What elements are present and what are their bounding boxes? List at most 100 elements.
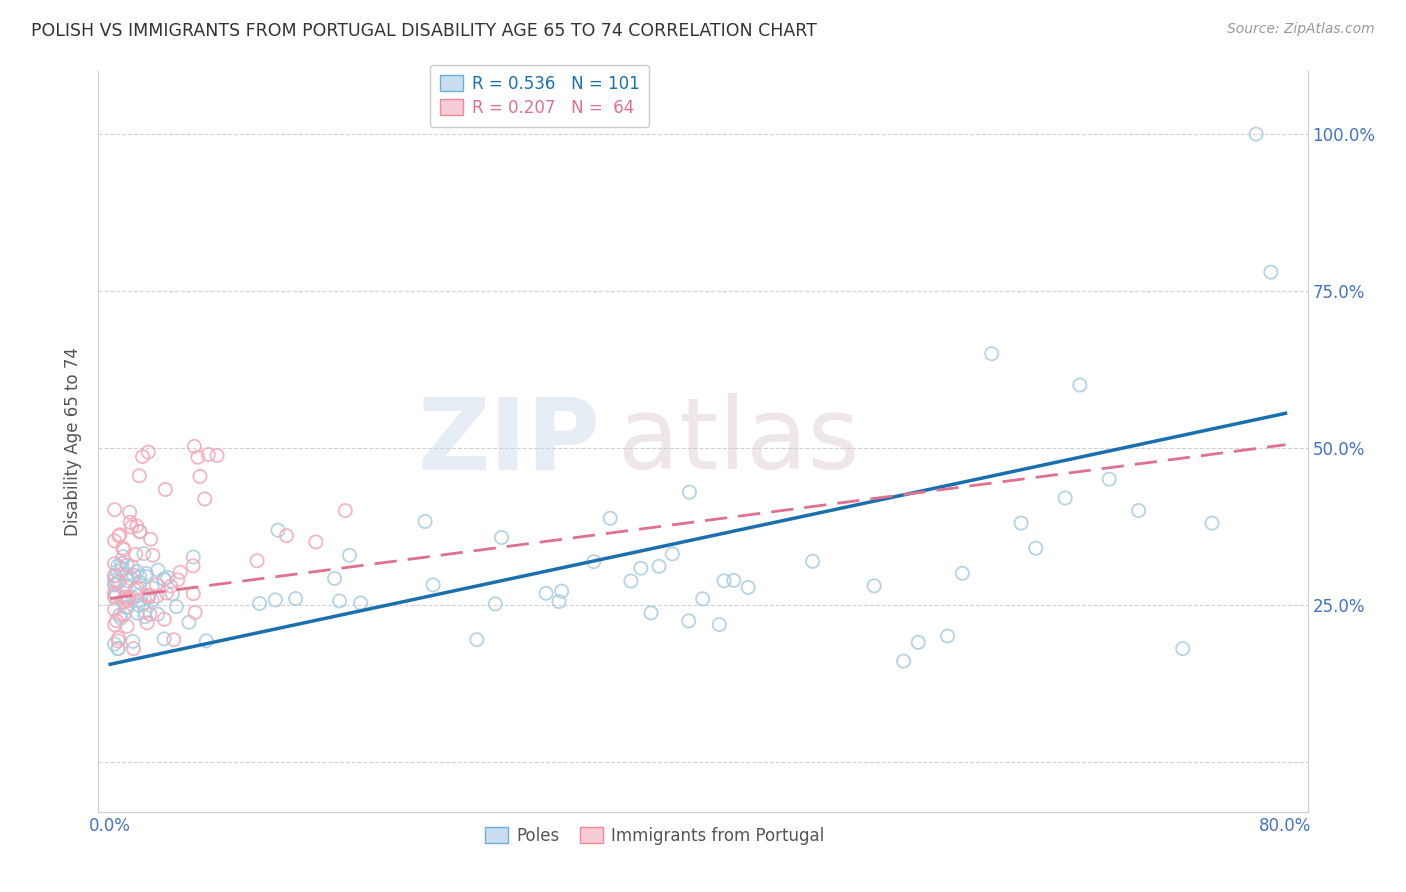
Point xyxy=(187,450,209,465)
Point xyxy=(125,519,148,533)
Point xyxy=(305,535,328,549)
Point xyxy=(103,637,125,651)
Point xyxy=(146,589,169,603)
Point xyxy=(108,608,131,623)
Point xyxy=(184,606,207,620)
Point xyxy=(103,533,125,548)
Point xyxy=(980,347,1002,361)
Point xyxy=(550,584,572,599)
Point xyxy=(165,599,187,614)
Point xyxy=(713,574,735,588)
Point xyxy=(104,578,127,592)
Text: Source: ZipAtlas.com: Source: ZipAtlas.com xyxy=(1227,22,1375,37)
Point xyxy=(103,557,125,571)
Point xyxy=(120,572,142,586)
Point xyxy=(413,515,436,529)
Point xyxy=(491,531,513,545)
Point xyxy=(548,594,571,608)
Point xyxy=(276,529,298,543)
Point xyxy=(648,559,671,574)
Point xyxy=(112,549,135,564)
Point xyxy=(128,524,150,539)
Point xyxy=(163,632,186,647)
Point xyxy=(122,641,145,656)
Point xyxy=(108,574,131,589)
Point xyxy=(267,523,290,537)
Point xyxy=(169,566,191,580)
Point xyxy=(110,611,132,625)
Point xyxy=(125,565,148,579)
Point xyxy=(950,566,973,581)
Point xyxy=(122,568,145,582)
Point xyxy=(111,541,134,555)
Point xyxy=(135,569,157,583)
Point xyxy=(136,615,159,630)
Point xyxy=(155,483,177,497)
Point xyxy=(907,635,929,649)
Point xyxy=(156,570,179,584)
Point xyxy=(132,547,155,561)
Point xyxy=(103,602,125,616)
Point xyxy=(1201,516,1223,530)
Point xyxy=(678,614,700,628)
Point xyxy=(105,587,128,601)
Text: POLISH VS IMMIGRANTS FROM PORTUGAL DISABILITY AGE 65 TO 74 CORRELATION CHART: POLISH VS IMMIGRANTS FROM PORTUGAL DISAB… xyxy=(31,22,817,40)
Point xyxy=(118,591,141,605)
Point xyxy=(159,579,181,593)
Point xyxy=(284,591,307,606)
Point xyxy=(112,542,135,557)
Point xyxy=(153,612,176,626)
Legend: Poles, Immigrants from Portugal: Poles, Immigrants from Portugal xyxy=(478,820,831,852)
Point xyxy=(465,632,488,647)
Point xyxy=(107,641,129,656)
Point xyxy=(125,581,148,595)
Point xyxy=(117,592,139,607)
Point xyxy=(246,554,269,568)
Point xyxy=(678,485,700,500)
Point xyxy=(709,617,731,632)
Point xyxy=(640,606,662,620)
Point xyxy=(105,614,128,628)
Point xyxy=(127,598,149,612)
Point xyxy=(111,557,134,571)
Point xyxy=(117,600,139,615)
Point xyxy=(249,597,271,611)
Point xyxy=(166,573,188,587)
Point xyxy=(103,568,125,582)
Point xyxy=(107,565,129,579)
Point xyxy=(103,585,125,599)
Point xyxy=(323,572,346,586)
Point xyxy=(134,605,156,619)
Point xyxy=(146,563,169,577)
Point xyxy=(153,573,176,587)
Point xyxy=(181,558,204,573)
Point xyxy=(893,654,915,668)
Point xyxy=(153,572,176,586)
Point xyxy=(661,547,683,561)
Point xyxy=(121,560,143,574)
Point xyxy=(197,448,219,462)
Point xyxy=(1025,541,1047,556)
Point xyxy=(128,575,150,590)
Point xyxy=(620,574,643,588)
Point xyxy=(120,515,142,529)
Point xyxy=(107,641,129,656)
Point xyxy=(1010,516,1032,530)
Point xyxy=(138,590,160,604)
Point xyxy=(328,594,350,608)
Point xyxy=(723,574,745,588)
Point xyxy=(127,606,149,620)
Point xyxy=(117,593,139,607)
Point xyxy=(142,548,165,562)
Point xyxy=(112,607,135,622)
Point xyxy=(205,449,228,463)
Point xyxy=(117,574,139,588)
Point xyxy=(131,450,153,464)
Point xyxy=(162,587,184,601)
Point xyxy=(125,589,148,603)
Point xyxy=(104,591,127,605)
Point xyxy=(141,593,163,607)
Point xyxy=(188,469,211,483)
Point xyxy=(115,567,138,582)
Point xyxy=(177,615,200,630)
